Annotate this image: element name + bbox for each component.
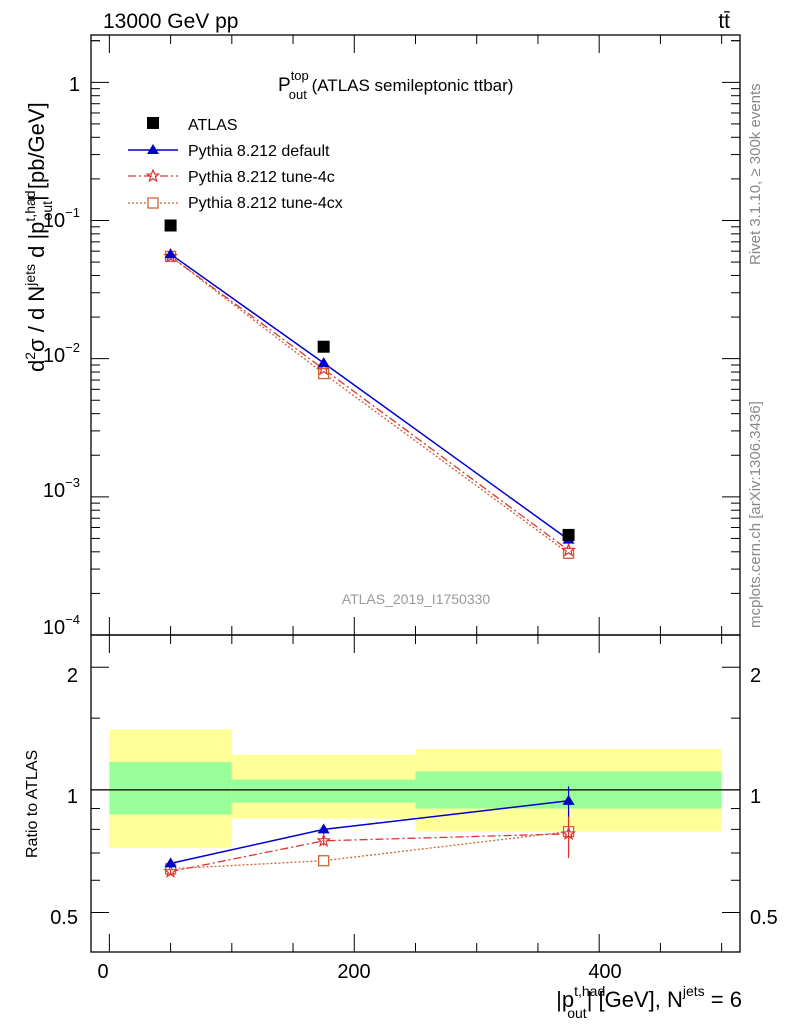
x-tick-labels: 0 200 400: [97, 961, 621, 983]
ratio-y-tick-label-right: 2: [750, 665, 761, 687]
ratio-plot-data: [163, 786, 576, 878]
data-point-marker: [562, 794, 575, 805]
main-plot-data: [163, 219, 576, 559]
data-point-marker: [164, 219, 177, 232]
series-line-main: [170, 255, 569, 551]
data-point-marker: [317, 823, 330, 834]
analysis-watermark: ATLAS_2019_I1750330: [342, 591, 491, 607]
data-point-marker: [561, 826, 576, 841]
legend-marker-tune4c: [145, 168, 161, 183]
data-point-marker: [163, 248, 178, 263]
main-y-tick-label: 10−3: [43, 475, 80, 502]
ratio-y-tick-label-right: 1: [750, 786, 761, 808]
rivet-label: Rivet 3.1.10, ≥ 300k events: [747, 83, 764, 265]
ratio-y-tick-label-right: 0.5: [750, 907, 778, 929]
data-point-marker: [316, 833, 331, 847]
legend-label: Pythia 8.212 tune-4cx: [188, 195, 343, 212]
stat-uncertainty-band: [109, 762, 232, 815]
axis-ticks: [91, 35, 740, 953]
y-axis-label-main: d2σ / d Njets d |pt,hadout| [pb/GeV]: [22, 102, 55, 372]
y-axis-label-ratio: Ratio to ATLAS: [24, 750, 41, 858]
ratio-y-tick-label: 0.5: [50, 907, 78, 929]
x-tick-label: 0: [97, 961, 108, 983]
legend-marker-atlas: [147, 117, 159, 129]
legend-label: Pythia 8.212 tune-4c: [188, 169, 335, 186]
main-y-tick-label: 10−4: [43, 612, 80, 639]
data-point-marker: [164, 248, 177, 259]
legend-marker-tune4cx: [147, 197, 159, 209]
stat-uncertainty-band: [231, 779, 416, 803]
data-point-marker: [561, 542, 576, 557]
series-line-main: [170, 255, 569, 554]
data-point-marker: [562, 528, 575, 541]
data-point-marker: [317, 340, 330, 353]
ratio-y-tick-label: 2: [67, 665, 78, 687]
x-tick-label: 200: [337, 961, 370, 983]
legend-marker-default: [147, 144, 159, 154]
legend-label: ATLAS: [188, 117, 238, 134]
data-point-marker: [318, 855, 330, 867]
ratio-y-tick-label: 1: [67, 786, 78, 808]
main-y-tick-label: 10−2: [43, 340, 80, 367]
ratio-y-tick-labels: 2 1 0.5 2 1 0.5: [50, 665, 778, 929]
data-point-marker: [164, 857, 177, 868]
energy-label: 13000 GeV pp: [103, 10, 238, 33]
legend: ATLAS Pythia 8.212 default Pythia 8.212 …: [128, 117, 343, 212]
process-label: tt̄: [718, 10, 730, 33]
main-y-tick-label: 1: [69, 74, 80, 96]
data-point-marker: [318, 367, 330, 380]
plot-title: Ptop out (ATLAS semileptonic ttbar): [278, 68, 513, 102]
main-y-tick-label: 10−1: [43, 205, 80, 232]
data-point-marker: [163, 863, 178, 878]
ratio-uncertainty-bands: [91, 729, 740, 849]
data-point-marker: [317, 357, 330, 368]
legend-label: Pythia 8.212 default: [188, 143, 330, 160]
x-axis-label: |pt,had out| [GeV], Njets = 6: [556, 983, 742, 1021]
main-y-tick-labels: 1 10−1 10−2 10−3 10−4: [43, 74, 80, 639]
series-line-main: [170, 253, 570, 541]
mcplots-label: mcplots.cern.ch [arXiv:1306.3436]: [747, 401, 764, 628]
x-tick-label: 400: [588, 961, 621, 983]
data-point-marker: [316, 361, 332, 376]
